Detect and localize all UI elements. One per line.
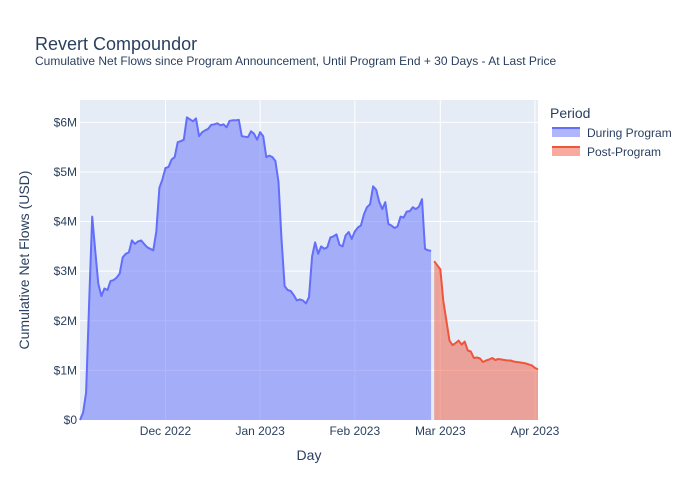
x-tick-label: Jan 2023: [235, 424, 285, 438]
legend-title: Period: [550, 105, 590, 121]
x-axis-ticks: Dec 2022 Jan 2023 Feb 2023 Mar 2023 Apr 2023: [140, 424, 560, 438]
series-line-post-program: [433, 260, 539, 371]
y-tick-label: $2M: [54, 314, 77, 328]
x-axis-title: Day: [297, 447, 322, 463]
series-area-during-program: [80, 117, 432, 421]
y-tick-label: $4M: [54, 215, 77, 229]
y-tick-label: $6M: [54, 115, 77, 129]
series-group: [79, 116, 539, 421]
x-tick-label: Feb 2023: [329, 424, 380, 438]
x-tick-label: Dec 2022: [140, 424, 192, 438]
legend-item-post-program[interactable]: Post-Program: [552, 145, 661, 159]
y-axis-ticks: $0 $1M $2M $3M $4M $5M $6M: [54, 115, 78, 427]
legend-swatch-fill: [552, 128, 580, 137]
series-line-during-program: [79, 116, 432, 421]
legend-label: Post-Program: [587, 145, 661, 159]
legend-swatch-fill: [552, 147, 580, 156]
x-tick-label: Apr 2023: [511, 424, 560, 438]
y-tick-label: $3M: [54, 264, 77, 278]
chart-title: Revert Compoundor: [35, 34, 198, 54]
y-axis-title: Cumulative Net Flows (USD): [16, 171, 32, 350]
x-tick-label: Mar 2023: [415, 424, 466, 438]
legend[interactable]: Period During Program Post-Program: [550, 105, 672, 159]
y-tick-label: $0: [64, 413, 78, 427]
chart-subtitle: Cumulative Net Flows since Program Annou…: [35, 54, 557, 68]
y-tick-label: $1M: [54, 363, 77, 377]
y-tick-label: $5M: [54, 165, 77, 179]
series-area-post-program: [434, 261, 538, 420]
legend-item-during-program[interactable]: During Program: [552, 126, 672, 140]
legend-label: During Program: [587, 126, 672, 140]
